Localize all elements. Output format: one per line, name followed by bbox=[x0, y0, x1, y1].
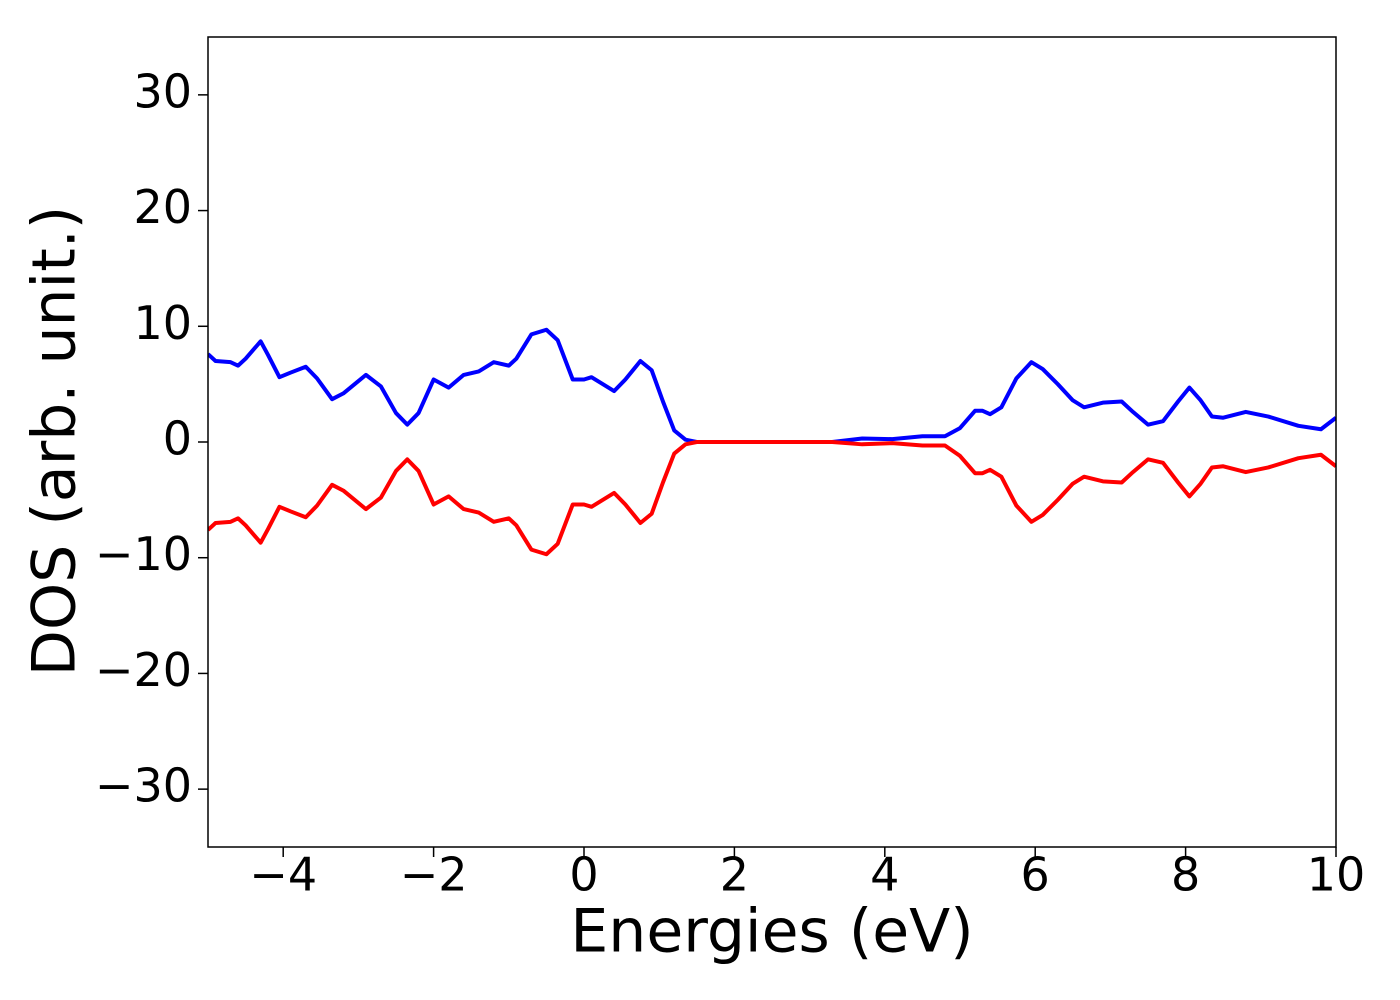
y-tick-label: −10 bbox=[95, 527, 192, 581]
x-tick-label: 10 bbox=[1307, 848, 1366, 902]
dos-line bbox=[208, 327, 1336, 444]
plot-frame bbox=[207, 36, 1337, 848]
x-tick-label: −2 bbox=[400, 848, 468, 902]
y-tick-label: 0 bbox=[163, 412, 192, 466]
y-tick-label: 10 bbox=[133, 296, 192, 350]
y-axis-label: DOS (arb. unit.) bbox=[20, 206, 90, 676]
x-tick-label: 0 bbox=[569, 848, 598, 902]
y-tick-label: −30 bbox=[95, 759, 192, 813]
x-axis-label: Energies (eV) bbox=[570, 897, 973, 967]
y-tick-label: 30 bbox=[133, 64, 192, 118]
x-tick-label: 8 bbox=[1171, 848, 1200, 902]
x-tick-label: 2 bbox=[720, 848, 749, 902]
y-tick-label: 20 bbox=[133, 180, 192, 234]
x-tick-label: 4 bbox=[870, 848, 899, 902]
x-tick-label: −4 bbox=[249, 848, 317, 902]
y-tick-label: −20 bbox=[95, 643, 192, 697]
x-tick-label: 6 bbox=[1021, 848, 1050, 902]
dos-line bbox=[208, 440, 1336, 557]
